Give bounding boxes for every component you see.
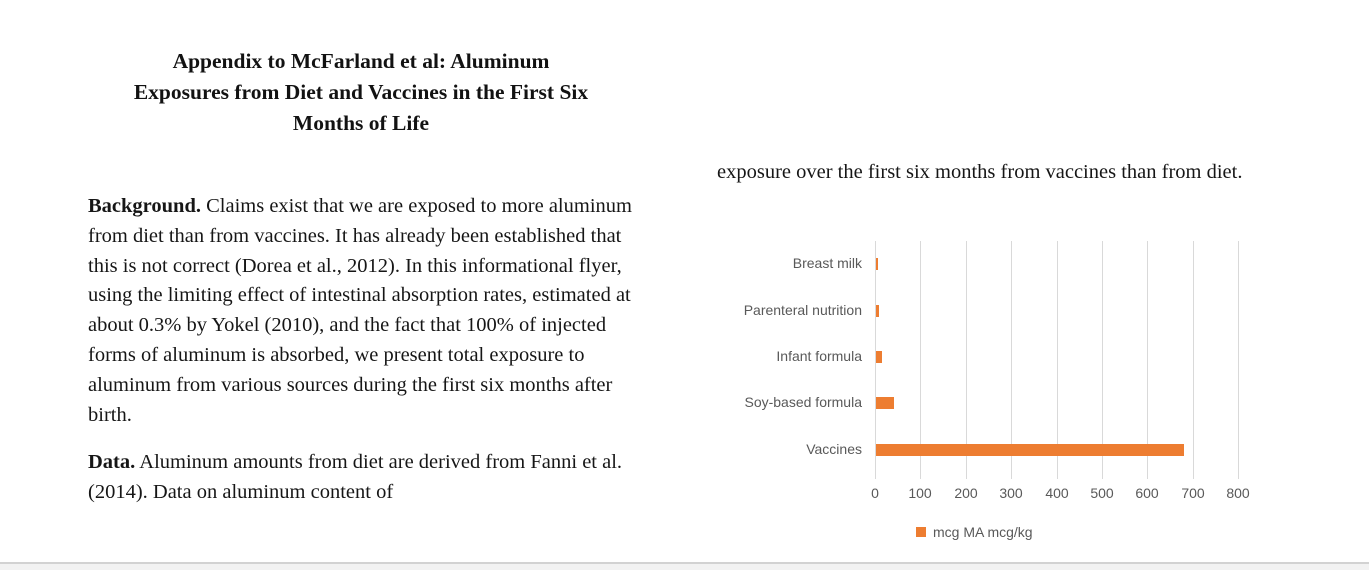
background-text: Claims exist that we are exposed to more… bbox=[88, 195, 632, 426]
data-paragraph: Data. Aluminum amounts from diet are der… bbox=[88, 448, 634, 508]
aluminum-exposure-chart: Breast milk Parenteral nutrition Infant fo… bbox=[740, 241, 1268, 553]
legend-label: mcg MA mcg/kg bbox=[933, 524, 1033, 540]
axis-tick bbox=[875, 473, 876, 479]
legend-color-swatch bbox=[916, 527, 926, 537]
axis-tick bbox=[1147, 473, 1148, 479]
x-tick-label: 600 bbox=[1135, 485, 1159, 501]
category-label: Soy-based formula bbox=[744, 394, 862, 411]
title-line-2: Exposures from Diet and Vaccines in the … bbox=[133, 80, 589, 104]
continuation-text: exposure over the first six months from … bbox=[717, 161, 1243, 183]
title-line-1: Appendix to McFarland et al: Aluminum bbox=[172, 49, 550, 73]
category-label: Parenteral nutrition bbox=[743, 301, 862, 318]
x-tick-label: 0 bbox=[871, 485, 879, 501]
title-line-3: Months of Life bbox=[292, 111, 430, 135]
chart-legend: mcg MA mcg/kg bbox=[916, 524, 1033, 540]
chart-x-axis: 0 100 200 300 400 500 600 700 800 bbox=[871, 485, 1250, 503]
axis-tick bbox=[1057, 473, 1058, 479]
axis-tick bbox=[966, 473, 967, 479]
background-paragraph: Background. Claims exist that we are exp… bbox=[88, 192, 634, 430]
bar bbox=[876, 304, 879, 317]
right-column: exposure over the first six months from … bbox=[717, 158, 1285, 187]
chart-category-labels: Breast milk Parenteral nutrition Infant fo… bbox=[740, 241, 862, 473]
axis-tick bbox=[1193, 473, 1194, 479]
axis-tick bbox=[1011, 473, 1012, 479]
data-text: Aluminum amounts from diet are derived f… bbox=[88, 451, 623, 504]
x-tick-label: 800 bbox=[1226, 485, 1250, 501]
gridline bbox=[1238, 241, 1239, 473]
axis-tick bbox=[1102, 473, 1103, 479]
category-label: Infant formula bbox=[776, 348, 862, 364]
bar bbox=[876, 397, 895, 410]
x-tick-label: 400 bbox=[1045, 485, 1069, 501]
category-label: Vaccines bbox=[806, 440, 862, 457]
x-tick-label: 200 bbox=[954, 485, 978, 501]
gridline bbox=[1102, 241, 1103, 473]
bar bbox=[876, 443, 1184, 456]
gridline bbox=[920, 241, 921, 473]
gridline bbox=[1057, 241, 1058, 473]
document-title: Appendix to McFarland et al: Aluminum Ex… bbox=[88, 46, 634, 139]
axis-tick bbox=[920, 473, 921, 479]
left-column: Appendix to McFarland et al: Aluminum Ex… bbox=[88, 46, 634, 508]
x-tick-label: 700 bbox=[1181, 485, 1205, 501]
chart-plot bbox=[875, 241, 1239, 479]
gridline bbox=[875, 241, 876, 473]
gridline bbox=[1011, 241, 1012, 473]
axis-tick bbox=[1238, 473, 1239, 479]
gridline bbox=[966, 241, 967, 473]
data-heading: Data. bbox=[88, 451, 136, 474]
bar bbox=[876, 351, 883, 363]
page-bottom-edge bbox=[0, 562, 1369, 570]
category-label: Breast milk bbox=[792, 255, 862, 272]
background-heading: Background. bbox=[88, 195, 201, 217]
x-tick-label: 100 bbox=[908, 485, 932, 501]
x-tick-label: 500 bbox=[1090, 485, 1114, 501]
gridline bbox=[1193, 241, 1194, 473]
gridline bbox=[1147, 241, 1148, 473]
x-tick-label: 300 bbox=[999, 485, 1023, 501]
bar bbox=[876, 258, 879, 271]
